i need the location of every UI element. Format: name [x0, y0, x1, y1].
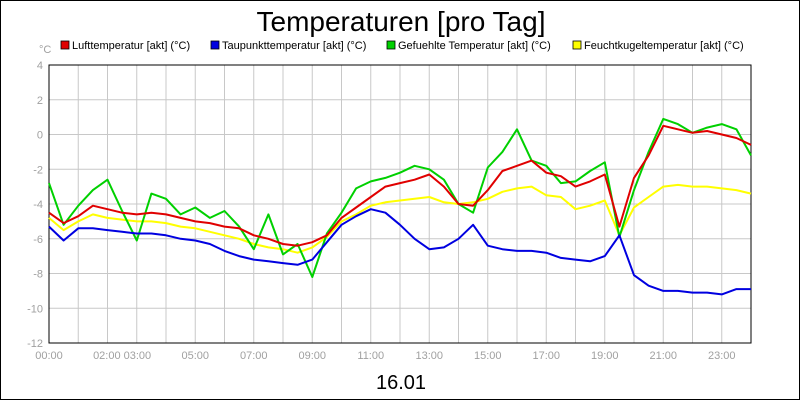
legend-entry-label: Taupunkttemperatur [akt] (°C)	[222, 40, 366, 52]
y-tick-label: 4	[37, 60, 43, 72]
x-tick-label: 02:00 03:00	[93, 350, 151, 362]
x-axis-date-label: 16.01	[376, 372, 426, 394]
x-tick-label: 19:00	[591, 350, 619, 362]
plot-area-border	[48, 64, 752, 344]
legend-entry-label: Gefuehlte Temperatur [akt] (°C)	[398, 40, 551, 52]
x-tick-label: 17:00	[532, 350, 560, 362]
series-line-3	[48, 117, 752, 278]
x-tick-label: 11:00	[357, 350, 384, 362]
series-line-2	[48, 208, 751, 296]
x-tick-label: 23:00	[708, 350, 736, 362]
y-tick-label: -10	[27, 303, 43, 315]
y-tick-label: -2	[33, 164, 43, 176]
x-tick-label: 07:00	[240, 350, 268, 362]
series-line-4	[48, 183, 752, 254]
legend-entry-label: Feuchtkugeltemperatur [akt] (°C)	[584, 40, 744, 52]
series-group	[48, 117, 752, 296]
x-tick-label: 09:00	[298, 350, 326, 362]
x-tick-label: 05:00	[181, 350, 209, 362]
y-axis-ticks: 4 2 0 -2 -4 -6 -8 -10 -12	[27, 60, 43, 350]
x-tick-label: 21:00	[649, 350, 677, 362]
legend: Lufttemperatur [akt] (°C) Taupunkttempera…	[60, 40, 744, 52]
y-tick-label: -12	[27, 338, 43, 350]
x-axis-ticks: 00:00 02:00 03:00 05:00 07:00 09:00 11:00 13:0…	[35, 350, 735, 362]
y-tick-label: -6	[33, 234, 43, 246]
x-tick-label: 13:00	[415, 350, 443, 362]
legend-swatch	[386, 40, 396, 50]
gridlines	[48, 64, 752, 344]
legend-swatch	[210, 40, 220, 50]
x-tick-label: 00:00	[35, 350, 63, 362]
legend-swatch	[572, 40, 582, 50]
legend-swatch	[60, 40, 70, 50]
series-line-1	[48, 124, 752, 247]
y-axis-unit-label: °C	[39, 44, 51, 56]
chart-title: Temperaturen [pro Tag]	[257, 6, 546, 37]
x-tick-label: 15:00	[474, 350, 502, 362]
y-tick-label: -8	[33, 269, 43, 281]
legend-entry-label: Lufttemperatur [akt] (°C)	[72, 40, 190, 52]
y-tick-label: -4	[33, 199, 43, 211]
y-tick-label: 0	[37, 130, 43, 142]
y-tick-label: 2	[37, 95, 43, 107]
